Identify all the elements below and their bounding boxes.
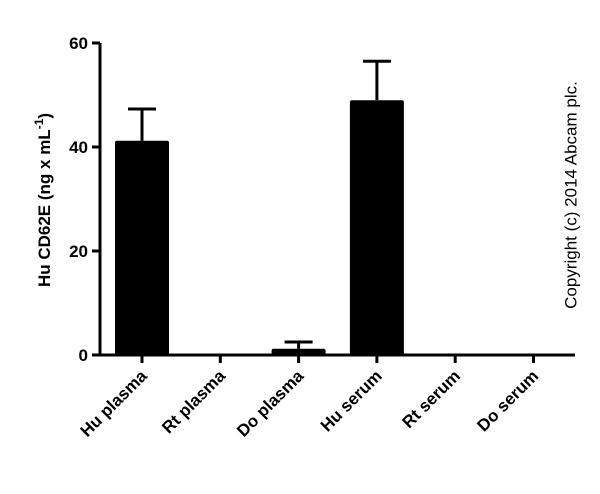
annotation: Copyright (c) 2014 Abcam plc.: [561, 81, 580, 309]
y-tick-label: 60: [69, 34, 88, 53]
y-axis-label: Hu CD62E (ng x mL-1): [32, 113, 54, 287]
x-tick-label: Hu plasma: [77, 366, 152, 441]
y-tick-label: 0: [79, 346, 88, 365]
bar: [115, 140, 169, 355]
y-label-sup: -1: [32, 118, 46, 129]
x-tick-label: Rt serum: [398, 366, 464, 432]
bar: [271, 348, 326, 355]
x-tick-label: Hu serum: [317, 366, 386, 435]
x-tick-label: Do plasma: [233, 366, 308, 441]
bar: [349, 100, 404, 355]
y-label-main: Hu CD62E (ng x mL: [35, 129, 54, 287]
y-label-end: ): [35, 113, 54, 119]
y-tick-label: 20: [69, 242, 88, 261]
x-tick-label: Rt plasma: [158, 366, 229, 437]
x-tick-label: Do serum: [473, 366, 542, 435]
y-tick-label: 40: [69, 138, 88, 157]
